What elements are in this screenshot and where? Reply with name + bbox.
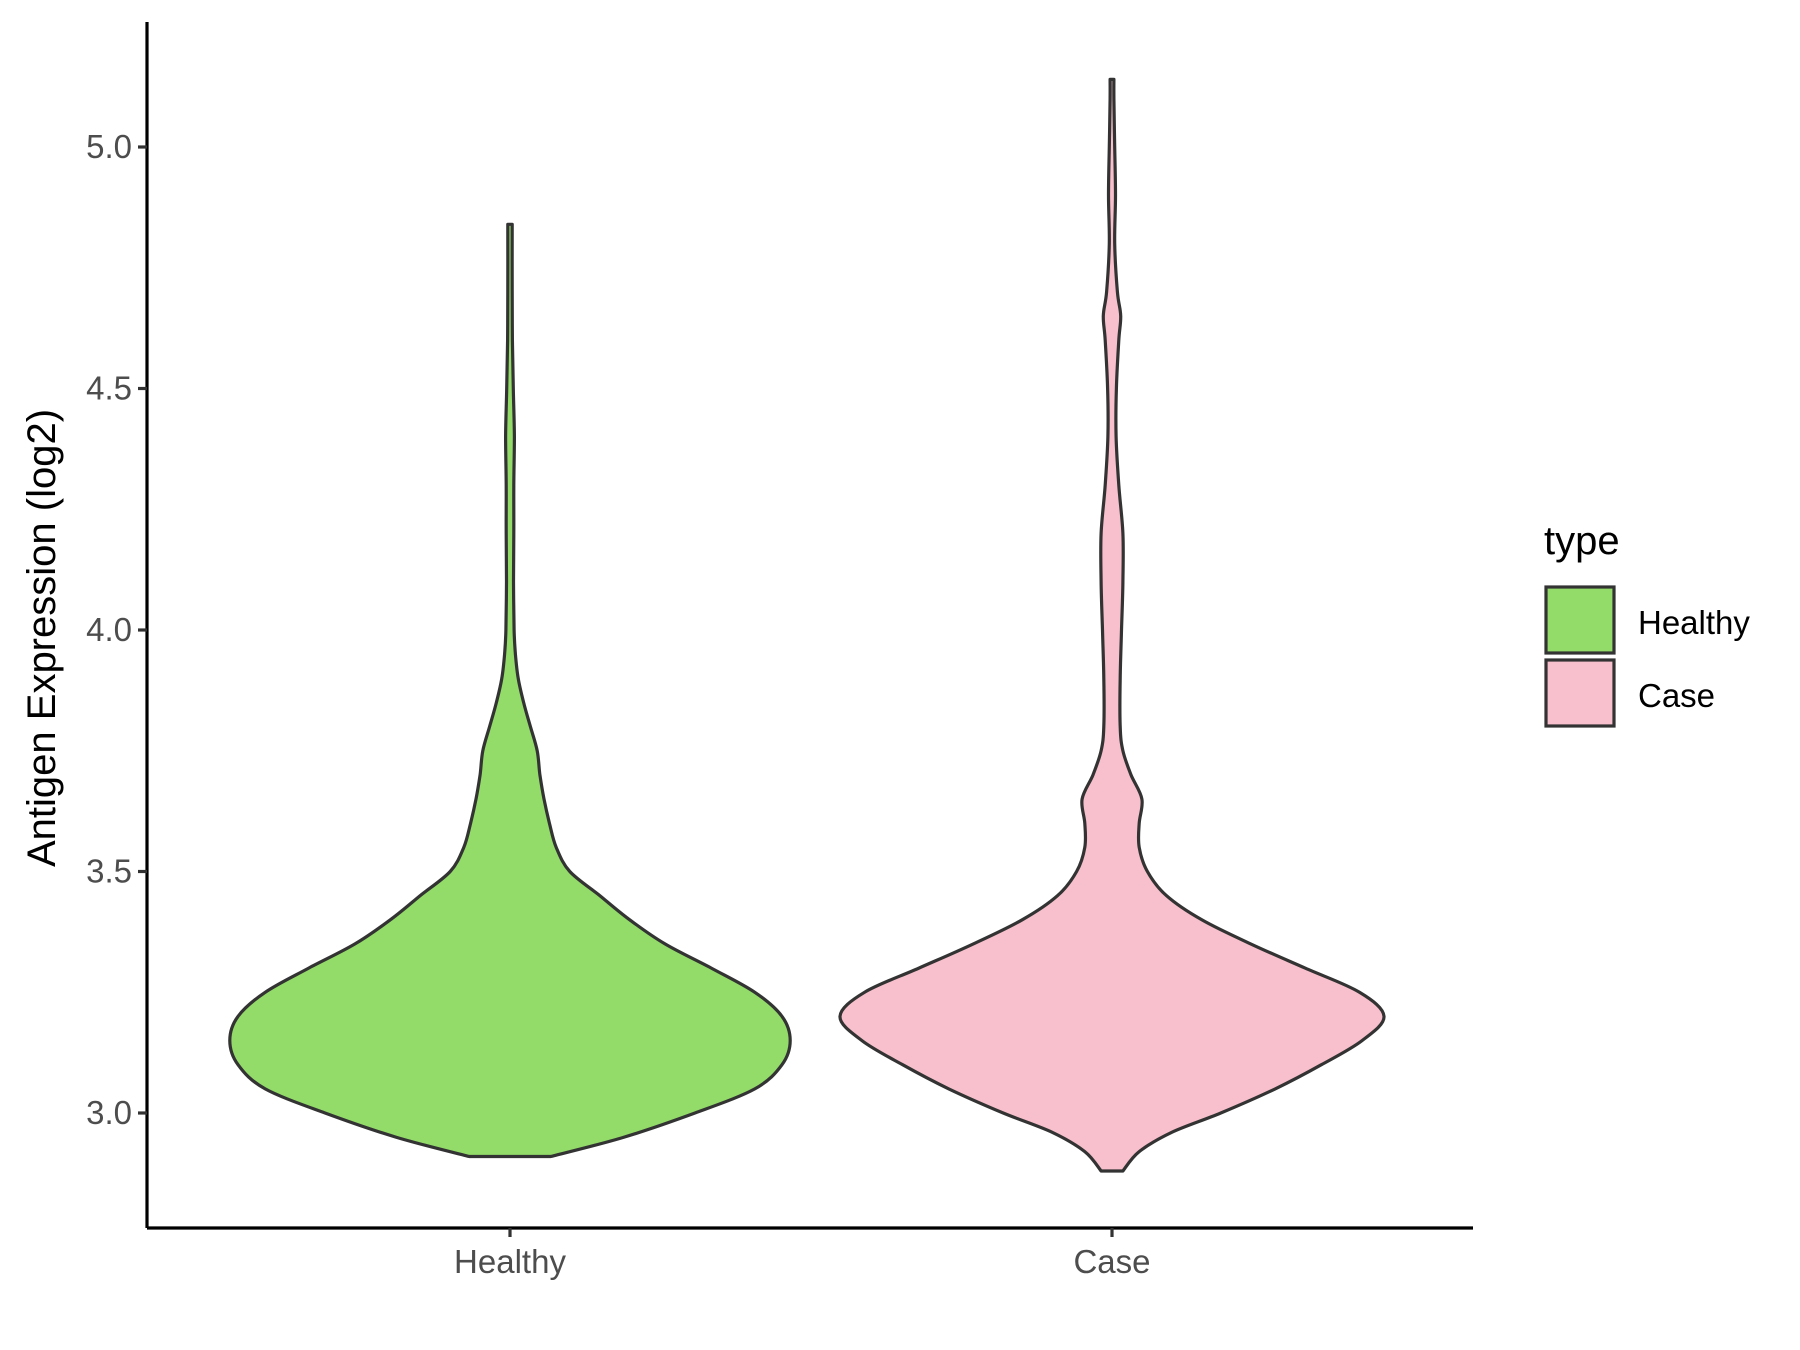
y-axis-title: Antigen Expression (log2): [20, 409, 64, 867]
plot-area: [228, 77, 1386, 1173]
x-tick-label-case: Case: [1073, 1243, 1150, 1280]
x-tick-label-healthy: Healthy: [454, 1243, 566, 1280]
y-tick-label: 5.0: [86, 128, 132, 165]
legend-label-healthy: Healthy: [1638, 604, 1750, 641]
legend-key-case: [1544, 658, 1616, 728]
legend-label-case: Case: [1638, 677, 1715, 714]
y-tick-label: 3.0: [86, 1094, 132, 1131]
violin-case: [838, 77, 1386, 1173]
legend-title: type: [1544, 519, 1620, 563]
y-tick-label: 4.5: [86, 370, 132, 407]
y-tick-label: 4.0: [86, 611, 132, 648]
legend-key-healthy: [1544, 585, 1616, 655]
violin-healthy: [228, 222, 792, 1159]
y-tick-label: 3.5: [86, 853, 132, 890]
legend: type Healthy Case: [1544, 519, 1750, 728]
axes: 3.0 3.5 4.0 4.5 5.0 Healthy Case: [86, 22, 1473, 1280]
